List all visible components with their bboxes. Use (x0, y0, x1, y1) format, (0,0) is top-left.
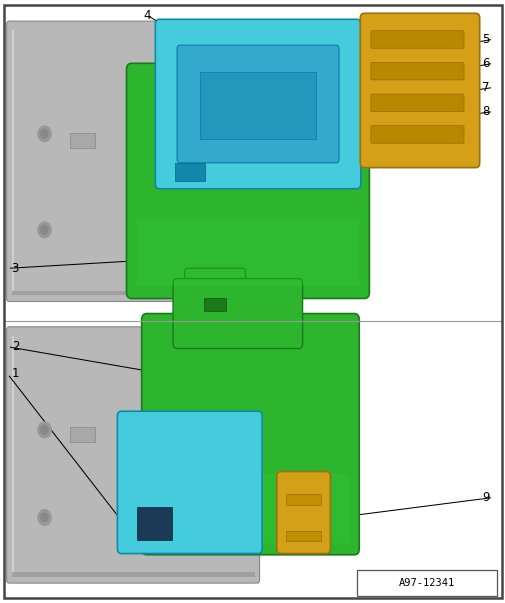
Text: 7: 7 (481, 81, 488, 94)
FancyBboxPatch shape (370, 94, 463, 112)
Text: 4: 4 (143, 8, 150, 22)
Text: 3: 3 (12, 262, 19, 275)
Circle shape (38, 222, 51, 238)
Bar (285, 494, 321, 505)
FancyBboxPatch shape (370, 31, 463, 48)
Circle shape (38, 510, 51, 525)
Text: A97-12341: A97-12341 (398, 578, 454, 588)
FancyBboxPatch shape (370, 126, 463, 144)
Bar (199, 72, 316, 139)
Circle shape (41, 130, 48, 138)
FancyBboxPatch shape (117, 411, 262, 554)
Bar (174, 163, 205, 181)
Bar (204, 298, 226, 311)
Text: 8: 8 (481, 105, 488, 118)
Circle shape (41, 426, 48, 434)
Circle shape (38, 422, 51, 438)
Circle shape (41, 513, 48, 522)
Text: 6: 6 (481, 57, 488, 70)
FancyBboxPatch shape (7, 21, 259, 302)
FancyBboxPatch shape (184, 268, 245, 308)
Bar (70, 428, 95, 443)
Bar (152, 474, 348, 543)
Circle shape (38, 126, 51, 142)
Text: 2: 2 (12, 340, 19, 353)
Bar (285, 531, 321, 541)
Text: 1: 1 (12, 367, 19, 380)
Bar (12, 336, 14, 574)
Bar (70, 133, 95, 148)
FancyBboxPatch shape (173, 279, 302, 349)
FancyBboxPatch shape (370, 63, 463, 80)
FancyBboxPatch shape (276, 472, 330, 554)
Bar (356, 570, 496, 596)
Text: 9: 9 (481, 491, 488, 504)
Bar (12, 572, 254, 577)
Bar (12, 291, 254, 295)
Circle shape (41, 226, 48, 234)
Bar (12, 30, 14, 292)
Bar (136, 219, 359, 286)
FancyBboxPatch shape (155, 19, 360, 189)
FancyBboxPatch shape (7, 327, 259, 583)
Text: 5: 5 (481, 33, 488, 46)
FancyBboxPatch shape (360, 13, 479, 168)
FancyBboxPatch shape (177, 45, 338, 163)
FancyBboxPatch shape (141, 314, 359, 555)
FancyBboxPatch shape (126, 63, 369, 298)
Bar (136, 507, 172, 540)
